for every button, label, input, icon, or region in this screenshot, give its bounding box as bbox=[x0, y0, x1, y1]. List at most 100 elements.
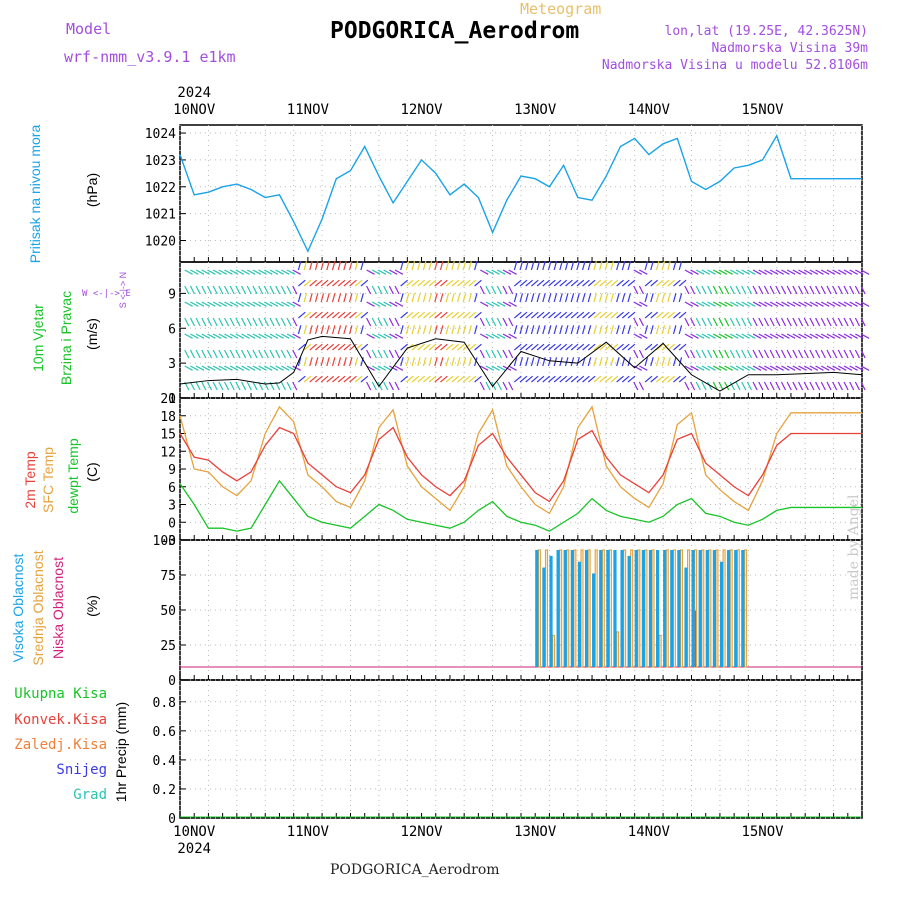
mid-cloud-axis-title: Srednja Oblacnost bbox=[30, 550, 46, 666]
wind-barb bbox=[241, 301, 250, 307]
wind-barb bbox=[775, 381, 781, 391]
mid-cloud-bar bbox=[594, 549, 598, 668]
wind-barb bbox=[315, 279, 323, 287]
wind-barb bbox=[849, 317, 855, 327]
mid-cloud-bar bbox=[722, 549, 726, 668]
wind-barb bbox=[297, 325, 302, 335]
wind-barb bbox=[570, 375, 579, 383]
wind-barb bbox=[826, 269, 836, 275]
wind-barb bbox=[638, 349, 645, 359]
wind-barb bbox=[513, 279, 522, 287]
wind-barb bbox=[638, 317, 645, 327]
wind-barb bbox=[440, 343, 448, 351]
wind-barb bbox=[189, 317, 196, 327]
y-tick-label: 0.8 bbox=[153, 696, 176, 711]
wind-barb bbox=[741, 317, 747, 327]
wind-barb bbox=[741, 349, 747, 359]
wind-barb bbox=[389, 269, 398, 275]
wind-barb bbox=[729, 381, 735, 391]
wind-barb bbox=[252, 317, 258, 327]
high-cloud-bar bbox=[606, 550, 610, 667]
wind-barb bbox=[627, 311, 636, 319]
wind-barb bbox=[752, 269, 762, 275]
wind-barb bbox=[633, 285, 639, 295]
wind-barb bbox=[536, 293, 541, 303]
wind-barb bbox=[684, 381, 690, 391]
wind-barb bbox=[587, 311, 596, 319]
wind-barb bbox=[298, 343, 306, 351]
wind-barb bbox=[286, 269, 296, 275]
wind-barb bbox=[434, 375, 443, 383]
wind-barb bbox=[462, 357, 467, 367]
wind-barb bbox=[553, 293, 558, 303]
wind-barb bbox=[570, 357, 575, 367]
wind-barb bbox=[525, 357, 529, 367]
wind-barb bbox=[303, 311, 312, 319]
wind-barb bbox=[303, 261, 308, 271]
wind-barb bbox=[184, 333, 193, 339]
wind-barb bbox=[258, 285, 264, 295]
wind-barb bbox=[400, 311, 408, 319]
wind-barb bbox=[764, 365, 773, 371]
sfc-axis-title: SFC Temp bbox=[40, 447, 56, 513]
wind-barb bbox=[712, 349, 718, 359]
wind-barb bbox=[542, 343, 551, 351]
wind-barb bbox=[741, 381, 747, 391]
wind-barb bbox=[576, 293, 580, 303]
wind-barb bbox=[798, 301, 807, 307]
wind-barb bbox=[832, 317, 838, 327]
wind-barb bbox=[508, 317, 514, 327]
wind-barb bbox=[854, 381, 860, 391]
wind-barb bbox=[531, 279, 539, 287]
wind-barb bbox=[366, 269, 375, 275]
wind-barb bbox=[331, 261, 336, 271]
wind-barb bbox=[224, 333, 233, 339]
wind-barb bbox=[729, 317, 735, 327]
wind-barb bbox=[621, 279, 630, 287]
wind-barb bbox=[218, 365, 228, 371]
wind-barb bbox=[383, 269, 392, 275]
wind-barb bbox=[758, 317, 764, 327]
wind-barb bbox=[729, 285, 735, 295]
wind-barb bbox=[621, 343, 630, 351]
y-tick-label: 0 bbox=[168, 812, 176, 827]
wind-barb bbox=[815, 365, 824, 371]
wind-barb bbox=[826, 349, 832, 359]
wind-barb bbox=[849, 349, 855, 359]
mid-cloud-bar bbox=[686, 549, 691, 668]
mid-cloud-bar bbox=[615, 631, 620, 668]
wind-barb bbox=[263, 285, 269, 295]
wind-barb bbox=[201, 349, 207, 359]
wind-barb bbox=[286, 285, 292, 295]
wind-barb bbox=[854, 349, 860, 359]
wind-barb bbox=[547, 325, 552, 335]
wind-barb bbox=[570, 343, 579, 351]
wind-barb bbox=[366, 381, 372, 391]
wind-barb bbox=[684, 349, 690, 359]
wind-barb bbox=[644, 293, 649, 303]
wind-barb bbox=[599, 325, 603, 335]
wind-barb bbox=[735, 285, 741, 295]
y-tick-label: 75 bbox=[160, 569, 176, 584]
wind-barb bbox=[405, 357, 410, 367]
wind-barb bbox=[491, 381, 497, 391]
wind-barb bbox=[309, 293, 313, 303]
wind-barb bbox=[462, 343, 471, 351]
wind-barb bbox=[587, 343, 596, 351]
wind-barb bbox=[468, 279, 477, 287]
wind-barb bbox=[855, 333, 864, 339]
wind-barb bbox=[769, 365, 779, 371]
wind-barb bbox=[383, 285, 389, 295]
wind-barb bbox=[695, 269, 705, 275]
wind-barb bbox=[195, 381, 201, 391]
wind-barb bbox=[820, 285, 826, 295]
wind-barb bbox=[445, 293, 450, 303]
wind-barb bbox=[604, 343, 613, 351]
wind-barb bbox=[519, 325, 524, 335]
wind-barb bbox=[326, 261, 330, 271]
wind-barb bbox=[252, 269, 262, 275]
wind-barb bbox=[701, 349, 707, 359]
wind-barb bbox=[548, 279, 556, 287]
wind-barb bbox=[752, 349, 758, 359]
y-tick-label: 1024 bbox=[145, 127, 176, 142]
